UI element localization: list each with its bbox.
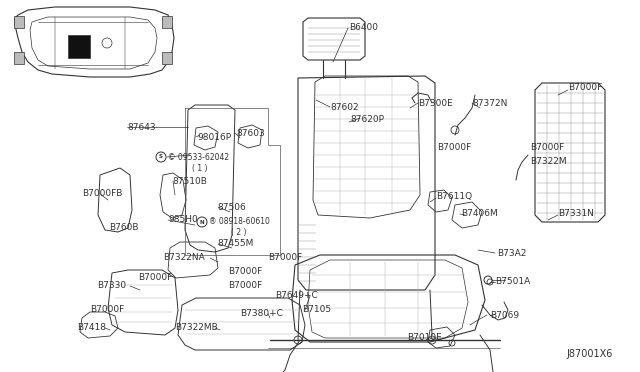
- Text: B7380+C: B7380+C: [240, 310, 283, 318]
- Polygon shape: [162, 52, 172, 64]
- Text: B7000F: B7000F: [437, 144, 471, 153]
- Text: 87506: 87506: [217, 202, 246, 212]
- Text: B7611Q: B7611Q: [436, 192, 472, 201]
- Text: B7000F: B7000F: [268, 253, 302, 262]
- Text: S: S: [159, 154, 163, 160]
- Text: 87603: 87603: [236, 128, 265, 138]
- Polygon shape: [162, 16, 172, 28]
- Text: B760B: B760B: [109, 224, 138, 232]
- Text: B7000F: B7000F: [228, 280, 262, 289]
- Text: 98016P: 98016P: [197, 132, 231, 141]
- Text: B6400: B6400: [349, 23, 378, 32]
- Text: N: N: [200, 219, 204, 224]
- Text: © 09533-62042: © 09533-62042: [168, 153, 229, 161]
- Text: B73A2: B73A2: [497, 248, 526, 257]
- Text: 985H0: 985H0: [168, 215, 198, 224]
- Text: B7300E: B7300E: [418, 99, 452, 108]
- Polygon shape: [14, 52, 24, 64]
- Text: J87001X6: J87001X6: [566, 349, 612, 359]
- Text: 87602: 87602: [330, 103, 358, 112]
- Text: B7105: B7105: [302, 305, 331, 314]
- Text: B7000F: B7000F: [228, 266, 262, 276]
- Polygon shape: [68, 35, 90, 58]
- Text: 87510B: 87510B: [172, 176, 207, 186]
- Text: 87620P: 87620P: [350, 115, 384, 125]
- Text: B7501A: B7501A: [495, 278, 531, 286]
- Text: ( 1 ): ( 1 ): [192, 164, 207, 173]
- Polygon shape: [14, 16, 24, 28]
- Text: B7000F: B7000F: [138, 273, 172, 282]
- Text: B7322MB: B7322MB: [175, 324, 218, 333]
- Text: B7000F: B7000F: [530, 144, 564, 153]
- Text: B7418: B7418: [77, 324, 106, 333]
- Text: B7322NA: B7322NA: [163, 253, 205, 263]
- Text: ( 2 ): ( 2 ): [231, 228, 246, 237]
- Text: B7331N: B7331N: [558, 209, 594, 218]
- Text: B7000F: B7000F: [90, 305, 124, 314]
- Text: B7069: B7069: [490, 311, 519, 321]
- Text: B7322M: B7322M: [530, 157, 566, 167]
- Text: B7000F: B7000F: [568, 83, 602, 93]
- Text: 87643: 87643: [127, 122, 156, 131]
- Text: B7406M: B7406M: [461, 209, 498, 218]
- Text: 87455M: 87455M: [217, 240, 253, 248]
- Text: 87372N: 87372N: [472, 99, 508, 108]
- Text: B7000FB: B7000FB: [82, 189, 122, 198]
- Text: ® 08918-60610: ® 08918-60610: [209, 218, 270, 227]
- Text: B7010E: B7010E: [407, 334, 442, 343]
- Text: B7649+C: B7649+C: [275, 292, 317, 301]
- Text: B7330: B7330: [97, 282, 126, 291]
